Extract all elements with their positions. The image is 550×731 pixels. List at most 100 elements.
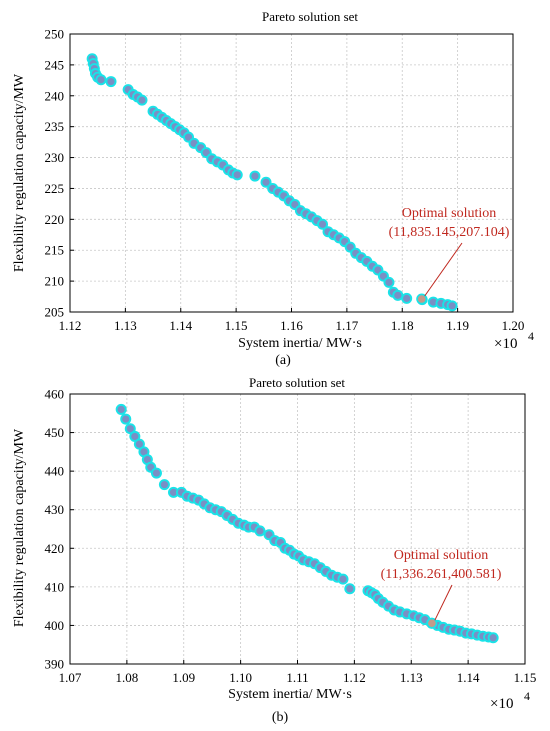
- point-marker: [346, 585, 354, 593]
- point-marker: [379, 272, 388, 280]
- data-points: [86, 53, 458, 312]
- point-marker: [385, 278, 393, 286]
- point-marker: [202, 149, 210, 157]
- point-marker: [131, 432, 139, 441]
- point-marker: [265, 531, 273, 539]
- y-tick-labels: 390 400 410 420 430 440 450 460: [45, 387, 65, 672]
- optimal-point: [426, 617, 438, 629]
- x-tick-label: 1.14: [457, 670, 480, 685]
- y-tick-label: 230: [45, 150, 65, 165]
- y-tick-label: 245: [45, 57, 65, 72]
- optimal-marker: [428, 619, 436, 627]
- point-marker: [291, 200, 299, 209]
- y-tick-label: 400: [45, 618, 65, 633]
- annotation-leader-line: [424, 242, 463, 297]
- x-axis-label: System inertia/ MW·s: [238, 336, 362, 351]
- data-point: [158, 479, 170, 491]
- point-marker: [339, 575, 347, 583]
- panel-label: (b): [272, 710, 289, 725]
- x-tick-label: 1.14: [169, 318, 192, 333]
- plot-area: [69, 393, 526, 665]
- y-axis-label: Flexibility regulation capacity/MW: [12, 73, 27, 272]
- x-tick-label: 1.12: [343, 670, 366, 685]
- data-point: [254, 525, 266, 537]
- point-marker: [169, 488, 178, 496]
- data-point: [95, 74, 107, 86]
- x-tick-label: 1.07: [59, 670, 82, 685]
- point-marker: [346, 243, 354, 251]
- data-point: [115, 403, 127, 415]
- data-point: [383, 276, 395, 288]
- x-multiplier-base: ×10: [490, 696, 513, 712]
- point-marker: [233, 171, 241, 179]
- y-tick-label: 240: [45, 88, 65, 103]
- x-tick-label: 1.09: [172, 670, 195, 685]
- y-tick-label: 220: [45, 212, 65, 227]
- x-tick-label: 1.17: [336, 318, 359, 333]
- point-marker: [374, 266, 382, 274]
- data-point: [344, 583, 356, 595]
- point-marker: [122, 415, 130, 423]
- data-point: [168, 486, 180, 498]
- point-marker: [138, 96, 146, 104]
- point-marker: [256, 527, 264, 535]
- grid-lines: [69, 33, 514, 313]
- point-marker: [403, 294, 411, 303]
- x-tick-label: 1.13: [400, 670, 423, 685]
- x-tick-label: 1.20: [502, 318, 525, 333]
- x-tick-label: 1.19: [446, 318, 469, 333]
- x-axis-multiplier: ×10 4: [494, 329, 534, 352]
- annotation-label: Optimal solution: [402, 206, 497, 221]
- x-tick-label: 1.10: [229, 670, 252, 685]
- optimal-point: [416, 293, 428, 305]
- y-tick-label: 225: [45, 181, 65, 196]
- point-marker: [251, 172, 259, 180]
- data-point: [249, 170, 261, 182]
- point-marker: [147, 463, 155, 471]
- y-tick-label: 205: [45, 305, 65, 320]
- point-marker: [448, 302, 456, 310]
- x-tick-label: 1.12: [59, 318, 82, 333]
- y-axis-label: Flexibility regulation capacity/MW: [12, 428, 27, 627]
- data-point: [150, 467, 162, 479]
- point-marker: [394, 291, 402, 299]
- x-tick-labels: 1.12 1.13 1.14 1.15 1.16 1.17 1.18 1.19 1.20: [59, 318, 525, 333]
- optimal-marker: [417, 295, 426, 303]
- x-tick-label: 1.16: [280, 318, 303, 333]
- x-tick-label: 1.13: [114, 318, 137, 333]
- plot-area: [69, 33, 514, 313]
- point-marker: [126, 425, 134, 433]
- data-point: [392, 289, 404, 301]
- y-tick-label: 215: [45, 243, 65, 258]
- data-point: [120, 413, 132, 425]
- data-point: [138, 446, 150, 458]
- data-point: [487, 632, 499, 644]
- x-tick-label: 1.08: [116, 670, 139, 685]
- x-axis-multiplier: ×10 4: [490, 689, 530, 712]
- x-tick-label: 1.15: [225, 318, 248, 333]
- point-marker: [429, 298, 437, 306]
- x-tick-label: 1.15: [514, 670, 537, 685]
- y-tick-label: 390: [45, 657, 65, 672]
- panel-label: (a): [275, 353, 291, 368]
- annotation-label: Optimal solution: [394, 548, 489, 563]
- chart-title: Pareto solution set: [249, 375, 345, 390]
- data-points: [115, 403, 499, 644]
- point-marker: [135, 440, 143, 448]
- point-marker: [140, 448, 148, 456]
- x-tick-label: 1.18: [391, 318, 414, 333]
- point-marker: [97, 76, 105, 84]
- chart-title: Pareto solution set: [262, 9, 358, 24]
- point-marker: [184, 133, 193, 141]
- y-tick-label: 210: [45, 274, 65, 289]
- x-multiplier-base: ×10: [494, 336, 517, 352]
- y-tick-label: 250: [45, 27, 65, 42]
- y-tick-label: 430: [45, 502, 65, 517]
- y-tick-label: 410: [45, 579, 65, 594]
- data-point: [136, 94, 148, 106]
- point-marker: [262, 178, 270, 186]
- data-point: [401, 292, 413, 304]
- annotation-coords: (11,835.145,207.104): [389, 225, 510, 240]
- point-marker: [160, 481, 169, 489]
